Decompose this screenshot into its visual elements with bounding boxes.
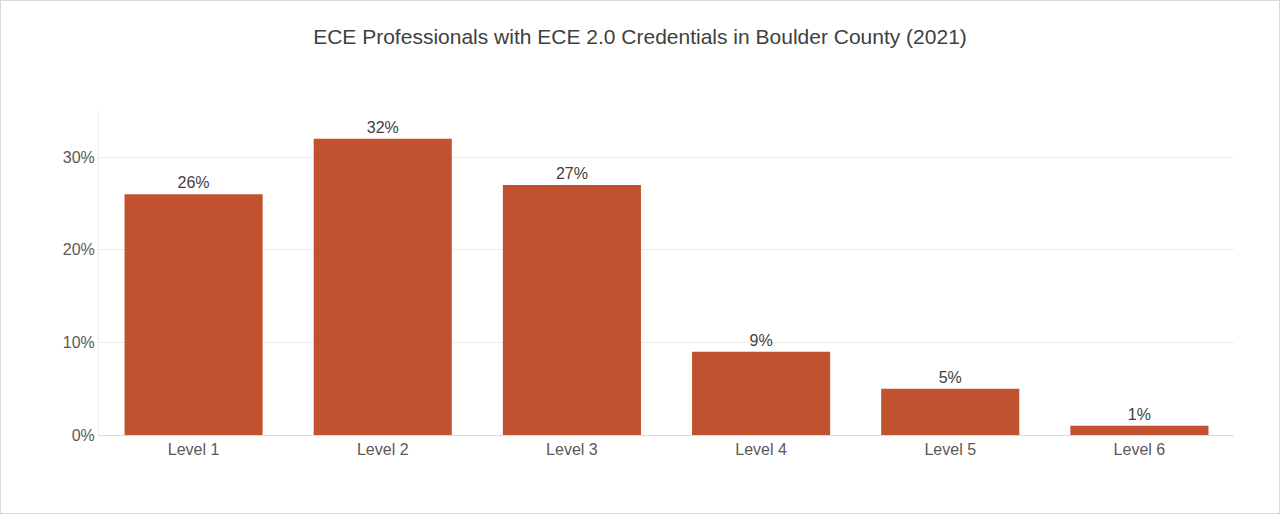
svg-text:26%: 26% [178,174,210,191]
svg-text:5%: 5% [939,369,962,386]
svg-text:Level 1: Level 1 [168,441,220,458]
svg-text:Level 2: Level 2 [357,441,409,458]
svg-text:0%: 0% [72,427,95,444]
svg-text:Level 5: Level 5 [924,441,976,458]
svg-text:20%: 20% [63,241,95,258]
svg-text:9%: 9% [750,332,773,349]
svg-text:ECE Professionals with ECE 2.0: ECE Professionals with ECE 2.0 Credentia… [313,25,967,48]
svg-text:32%: 32% [367,119,399,136]
svg-text:Level 3: Level 3 [546,441,598,458]
svg-text:10%: 10% [63,334,95,351]
svg-text:30%: 30% [63,149,95,166]
svg-text:Level 6: Level 6 [1114,441,1166,458]
svg-text:Level 4: Level 4 [735,441,787,458]
svg-text:1%: 1% [1128,406,1151,423]
svg-text:27%: 27% [556,165,588,182]
